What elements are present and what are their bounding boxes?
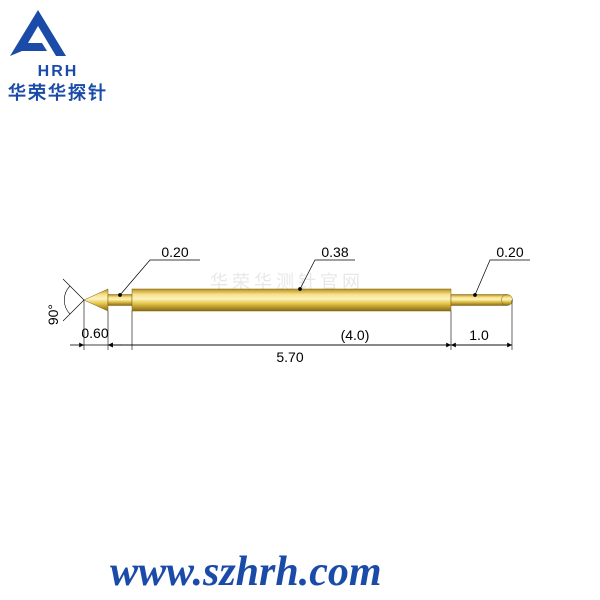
dim-5-70: 5.70 <box>276 349 303 365</box>
dim-1-0: 1.0 <box>469 327 489 343</box>
dim-0-38: 0.38 <box>321 244 348 260</box>
canvas: HRH 华荣华探针 华荣华测针官网 <box>0 0 600 600</box>
probe-round-end <box>502 295 513 306</box>
dim-4-0: (4.0) <box>341 327 370 343</box>
dim-0-20-right: 0.20 <box>496 244 523 260</box>
angle-90-label: 90° <box>45 304 61 325</box>
dim-0-20-left: 0.20 <box>161 244 188 260</box>
probe-cone-tip <box>84 289 108 311</box>
probe-neck-right <box>451 295 507 306</box>
footer-url: www.szhrh.com <box>110 548 382 596</box>
probe-drawing: 0.60 5.70 (4.0) 1.0 0.20 0.38 0.20 90° <box>0 0 600 600</box>
angle-callout <box>63 279 84 321</box>
probe-body <box>132 289 451 311</box>
dim-0-60: 0.60 <box>81 325 108 341</box>
